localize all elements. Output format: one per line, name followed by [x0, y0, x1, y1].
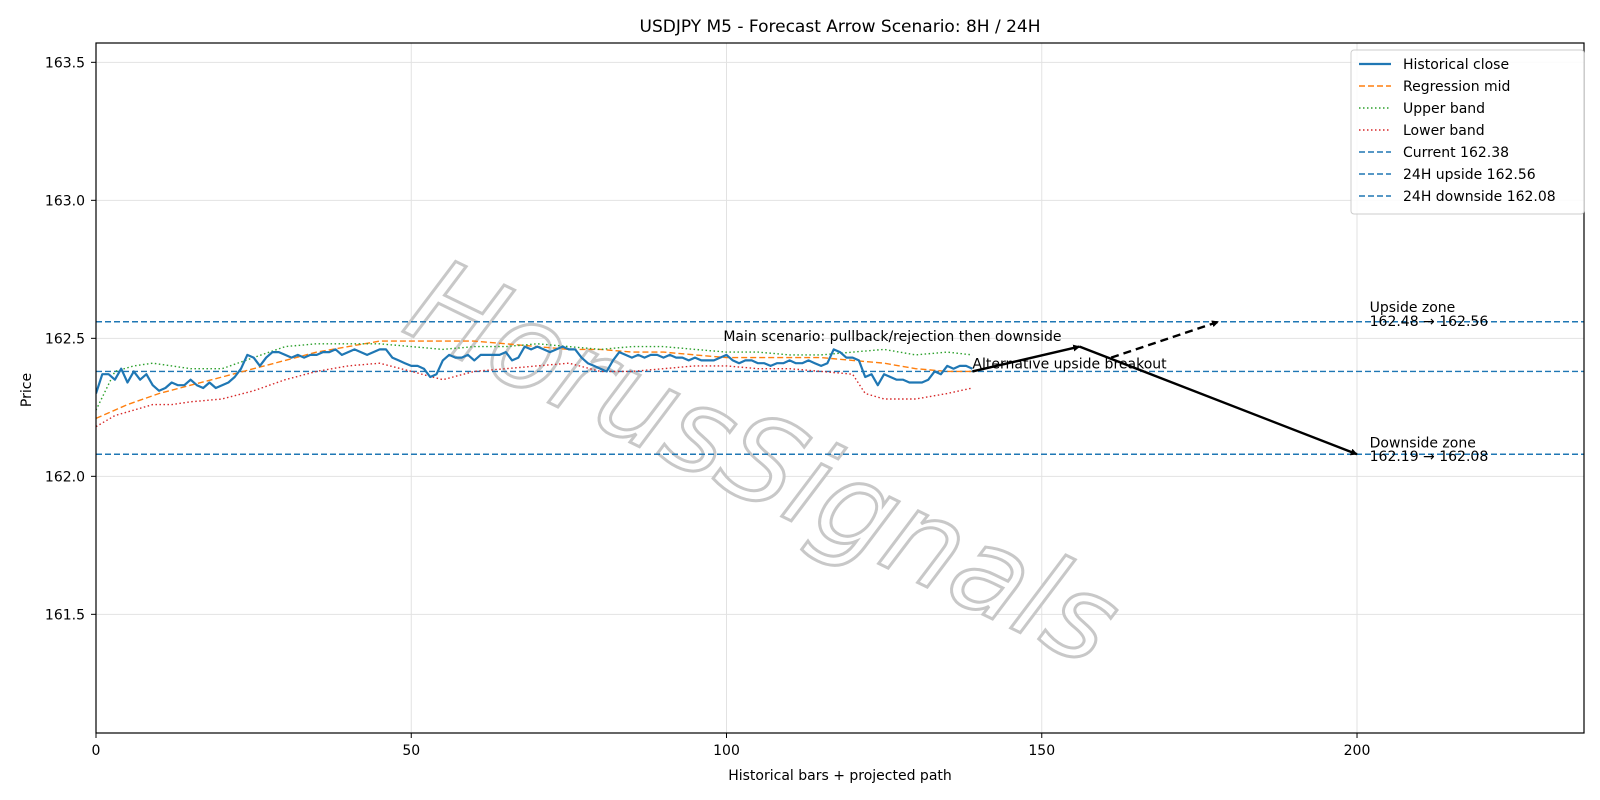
grid [95, 43, 1584, 733]
annotation: Alternative upside breakout [972, 357, 1167, 373]
forecast-arrow [1079, 345, 1358, 456]
annotation: Upside zone [1370, 300, 1456, 316]
y-tick-label: 161.5 [45, 607, 85, 623]
series-line [96, 343, 973, 411]
x-tick-label: 0 [92, 743, 101, 759]
legend-label: Historical close [1403, 57, 1509, 73]
legend: Historical close Regression mid Upper band… [1350, 49, 1585, 215]
y-tick-label: 163.5 [45, 55, 85, 71]
y-tick-label: 162.0 [45, 469, 85, 485]
axis-ticks: 0 50 100 150 200 161.5 162.0 162.5 163.0 163.5 [45, 55, 1370, 759]
x-tick-label: 100 [713, 743, 740, 759]
x-tick-label: 150 [1028, 743, 1055, 759]
legend-label: Current 162.38 [1403, 145, 1509, 161]
annotation: 162.48 → 162.56 [1370, 314, 1489, 330]
x-axis-label: Historical bars + projected path [728, 768, 952, 784]
y-tick-label: 163.0 [45, 193, 85, 209]
reference-lines [96, 321, 1584, 455]
annotations: Main scenario: pullback/rejection then d… [723, 300, 1488, 465]
legend-label: 24H downside 162.08 [1403, 189, 1556, 205]
series-lines [96, 340, 973, 428]
legend-label: Lower band [1403, 123, 1485, 139]
x-tick-label: 50 [402, 743, 420, 759]
legend-label: 24H upside 162.56 [1403, 167, 1536, 183]
legend-label: Upper band [1403, 101, 1485, 117]
x-tick-label: 200 [1344, 743, 1371, 759]
forecast-arrows [972, 320, 1358, 456]
series-line [96, 362, 973, 428]
y-axis-label: Price [19, 373, 35, 407]
annotation: Downside zone [1370, 435, 1476, 451]
annotation: Main scenario: pullback/rejection then d… [723, 329, 1061, 345]
annotation: 162.19 → 162.08 [1370, 449, 1489, 465]
y-tick-label: 162.5 [45, 331, 85, 347]
forecast-arrow [1110, 320, 1219, 359]
legend-label: Regression mid [1403, 79, 1510, 95]
forecast-arrow [972, 344, 1081, 373]
legend-box [1350, 49, 1585, 215]
series-line [96, 345, 973, 394]
plot-frame [95, 42, 1585, 734]
chart-title: USDJPY M5 - Forecast Arrow Scenario: 8H … [640, 17, 1041, 37]
